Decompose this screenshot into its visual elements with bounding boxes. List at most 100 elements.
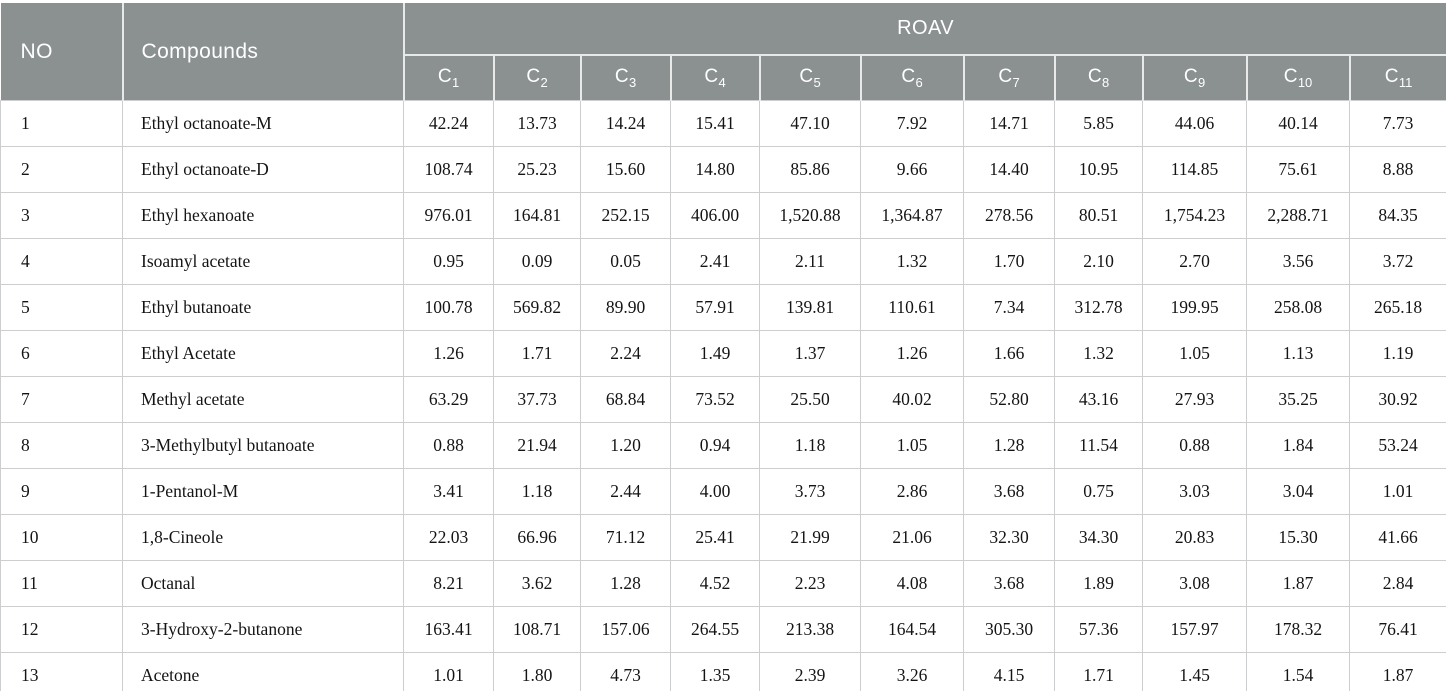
cell-roav-value: 71.12 <box>580 514 671 561</box>
cell-roav-value: 2.86 <box>860 468 964 515</box>
cell-row-number: 6 <box>0 330 123 377</box>
cell-roav-value: 80.51 <box>1054 192 1143 239</box>
cell-roav-value: 44.06 <box>1142 100 1247 147</box>
cell-roav-value: 20.83 <box>1142 514 1247 561</box>
cell-roav-value: 0.94 <box>670 422 760 469</box>
column-label-subscript: 1 <box>451 74 460 90</box>
cell-roav-value: 52.80 <box>963 376 1055 423</box>
column-label-base: C <box>526 66 541 88</box>
cell-roav-value: 114.85 <box>1142 146 1247 193</box>
table-row: 5 Ethyl butanoate 100.78 569.82 89.90 57.91 13… <box>0 284 1446 331</box>
cell-roav-value: 1.87 <box>1246 560 1350 607</box>
cell-roav-value: 1.13 <box>1246 330 1350 377</box>
table-row: 2 Ethyl octanoate-D 108.74 25.23 15.60 14.80 8… <box>0 146 1446 193</box>
cell-roav-value: 21.94 <box>493 422 581 469</box>
cell-roav-value: 0.75 <box>1054 468 1143 515</box>
header-c3: C3 <box>579 55 671 101</box>
cell-roav-value: 1.70 <box>963 238 1055 285</box>
cell-roav-value: 1.19 <box>1348 330 1446 377</box>
cell-roav-value: 1.84 <box>1246 422 1350 469</box>
column-label-subscript: 8 <box>1101 74 1110 90</box>
column-label-base: C <box>1283 66 1298 88</box>
cell-roav-value: 4.15 <box>963 652 1055 691</box>
cell-roav-value: 35.25 <box>1246 376 1350 423</box>
cell-roav-value: 14.40 <box>963 146 1055 193</box>
cell-roav-value: 2.11 <box>759 238 861 285</box>
cell-roav-value: 1.49 <box>670 330 760 377</box>
header-c9: C9 <box>1141 55 1247 101</box>
column-label-subscript: 4 <box>718 74 726 90</box>
cell-roav-value: 4.52 <box>670 560 760 607</box>
table-row: 7 Methyl acetate 63.29 37.73 68.84 73.52 25.50… <box>0 376 1446 423</box>
cell-roav-value: 7.73 <box>1348 100 1446 147</box>
column-label-base: C <box>1087 66 1102 88</box>
cell-roav-value: 73.52 <box>670 376 760 423</box>
cell-roav-value: 75.61 <box>1246 146 1350 193</box>
column-label-subscript: 3 <box>628 74 637 90</box>
cell-roav-value: 3.62 <box>493 560 581 607</box>
table-subheader-row: C1 C2 C3 C4 C5 C6 C7 C8 C9 C10 C11 <box>1 55 1446 101</box>
cell-roav-value: 5.85 <box>1054 100 1143 147</box>
cell-roav-value: 34.30 <box>1054 514 1143 561</box>
cell-roav-value: 0.88 <box>1142 422 1247 469</box>
cell-roav-value: 1,364.87 <box>860 192 964 239</box>
cell-roav-value: 43.16 <box>1054 376 1143 423</box>
cell-roav-value: 199.95 <box>1142 284 1247 331</box>
cell-roav-value: 2.70 <box>1142 238 1247 285</box>
cell-compound-name: 1,8-Cineole <box>122 514 404 561</box>
cell-row-number: 3 <box>0 192 123 239</box>
cell-compound-name: 3-Hydroxy-2-butanone <box>122 606 404 653</box>
cell-roav-value: 2.44 <box>580 468 671 515</box>
cell-roav-value: 108.74 <box>403 146 494 193</box>
column-label-base: C <box>901 66 916 88</box>
cell-roav-value: 3.72 <box>1348 238 1446 285</box>
cell-compound-name: Ethyl octanoate-D <box>122 146 404 193</box>
cell-roav-value: 264.55 <box>670 606 760 653</box>
cell-roav-value: 41.66 <box>1348 514 1446 561</box>
cell-roav-value: 57.36 <box>1054 606 1143 653</box>
cell-roav-value: 4.00 <box>670 468 760 515</box>
cell-roav-value: 164.81 <box>493 192 581 239</box>
cell-roav-value: 569.82 <box>493 284 581 331</box>
cell-roav-value: 14.80 <box>670 146 760 193</box>
cell-roav-value: 1.05 <box>860 422 964 469</box>
cell-roav-value: 157.06 <box>580 606 671 653</box>
cell-roav-value: 1.01 <box>403 652 494 691</box>
cell-roav-value: 15.30 <box>1246 514 1350 561</box>
cell-roav-value: 42.24 <box>403 100 494 147</box>
cell-roav-value: 1.05 <box>1142 330 1247 377</box>
cell-row-number: 12 <box>0 606 123 653</box>
table-row: 11 Octanal 8.21 3.62 1.28 4.52 2.23 4.08 3.68 1.8… <box>0 560 1446 607</box>
cell-roav-value: 2.10 <box>1054 238 1143 285</box>
cell-roav-value: 0.95 <box>403 238 494 285</box>
cell-row-number: 7 <box>0 376 123 423</box>
cell-roav-value: 47.10 <box>759 100 861 147</box>
cell-row-number: 11 <box>0 560 123 607</box>
cell-row-number: 4 <box>0 238 123 285</box>
cell-roav-value: 1.71 <box>493 330 581 377</box>
cell-roav-value: 305.30 <box>963 606 1055 653</box>
cell-roav-value: 40.02 <box>860 376 964 423</box>
cell-roav-value: 76.41 <box>1348 606 1446 653</box>
header-compounds: Compounds <box>121 3 404 101</box>
cell-compound-name: Isoamyl acetate <box>122 238 404 285</box>
column-label-base: C <box>799 66 814 88</box>
table-row: 1 Ethyl octanoate-M 42.24 13.73 14.24 15.41 47… <box>0 100 1446 147</box>
cell-roav-value: 1.45 <box>1142 652 1247 691</box>
cell-compound-name: Methyl acetate <box>122 376 404 423</box>
cell-roav-value: 8.21 <box>403 560 494 607</box>
cell-roav-value: 9.66 <box>860 146 964 193</box>
cell-roav-value: 1.18 <box>759 422 861 469</box>
cell-roav-value: 3.26 <box>860 652 964 691</box>
cell-roav-value: 139.81 <box>759 284 861 331</box>
cell-roav-value: 32.30 <box>963 514 1055 561</box>
cell-roav-value: 21.99 <box>759 514 861 561</box>
column-label-subscript: 9 <box>1197 74 1206 90</box>
header-c6: C6 <box>859 55 964 101</box>
cell-roav-value: 25.23 <box>493 146 581 193</box>
cell-roav-value: 68.84 <box>580 376 671 423</box>
column-label-base: C <box>704 66 719 88</box>
cell-roav-value: 14.24 <box>580 100 671 147</box>
cell-roav-value: 1.28 <box>580 560 671 607</box>
